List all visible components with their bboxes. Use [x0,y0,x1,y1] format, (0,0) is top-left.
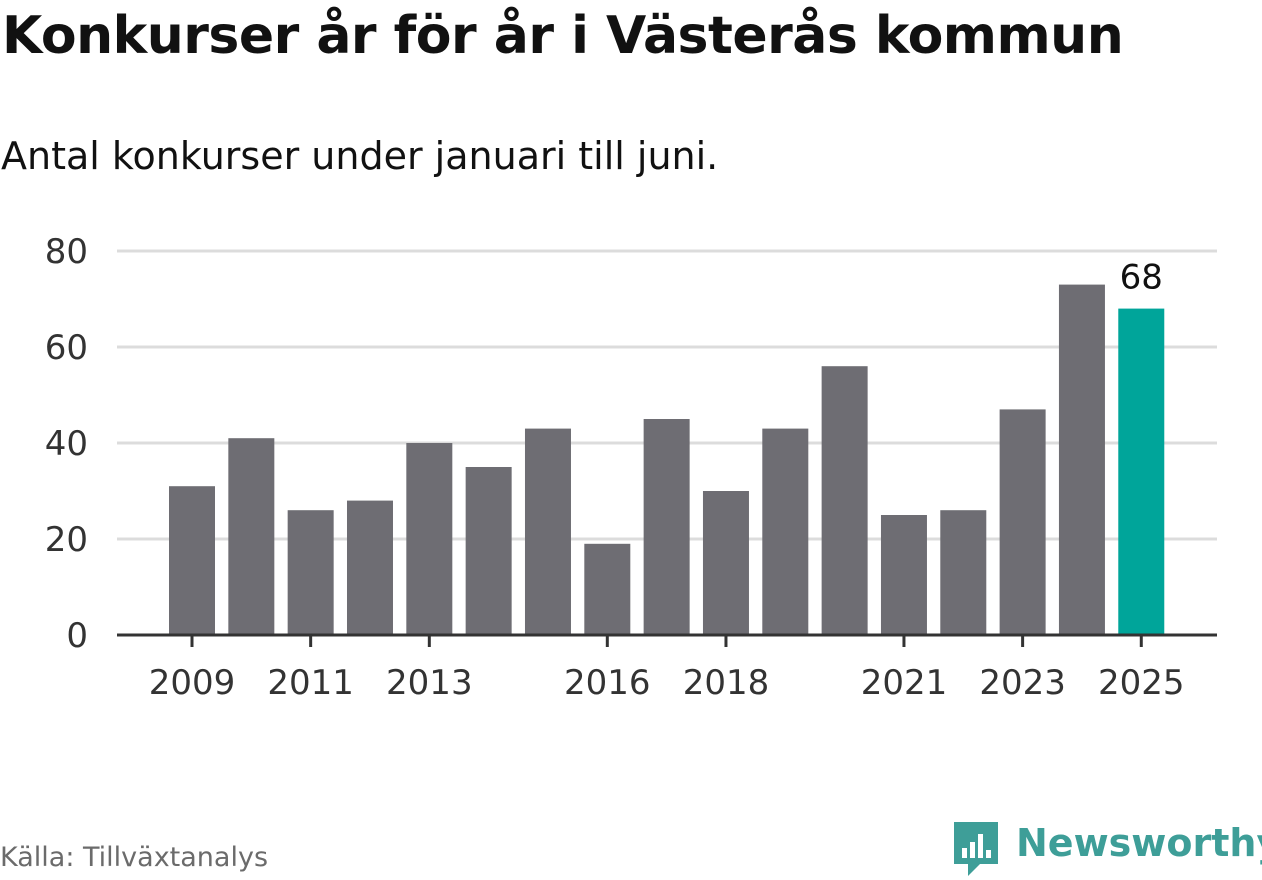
y-tick-label: 60 [45,328,88,368]
bar [228,438,275,635]
x-tick-label: 2023 [979,663,1066,703]
bar [1058,284,1105,635]
bar [169,486,215,635]
bar [465,467,512,635]
bar [406,443,453,635]
bar [702,491,749,635]
bar [643,419,690,635]
x-tick-label: 2013 [386,663,473,703]
x-tick-label: 2018 [683,663,770,703]
bar [821,366,868,635]
x-tick-label: 2011 [267,663,354,703]
bar [762,428,809,635]
bar [287,510,334,635]
x-tick-label: 2009 [149,663,236,703]
y-tick-label: 40 [45,424,88,464]
data-label: 68 [1120,258,1163,298]
bar [1118,308,1165,635]
bar [346,500,393,635]
source-note: Källa: Tillväxtanalys [0,842,269,873]
x-tick-label: 2025 [1098,663,1185,703]
bar-chart-speech-bubble-icon [954,822,998,876]
bar [584,543,631,635]
brand-logo: Newsworthy [950,818,1262,880]
x-tick-label: 2016 [564,663,651,703]
bar [940,510,987,635]
bar [999,409,1046,635]
bar [880,515,927,635]
brand-name: Newsworthy [1016,821,1262,865]
x-tick-label: 2021 [861,663,948,703]
y-tick-label: 20 [45,520,88,560]
bar [524,428,571,635]
y-tick-label: 80 [45,232,88,272]
chart-title: Konkurser år för år i Västerås kommun [2,6,1124,66]
y-tick-label: 0 [66,616,88,656]
chart-subtitle: Antal konkurser under januari till juni. [1,134,719,178]
